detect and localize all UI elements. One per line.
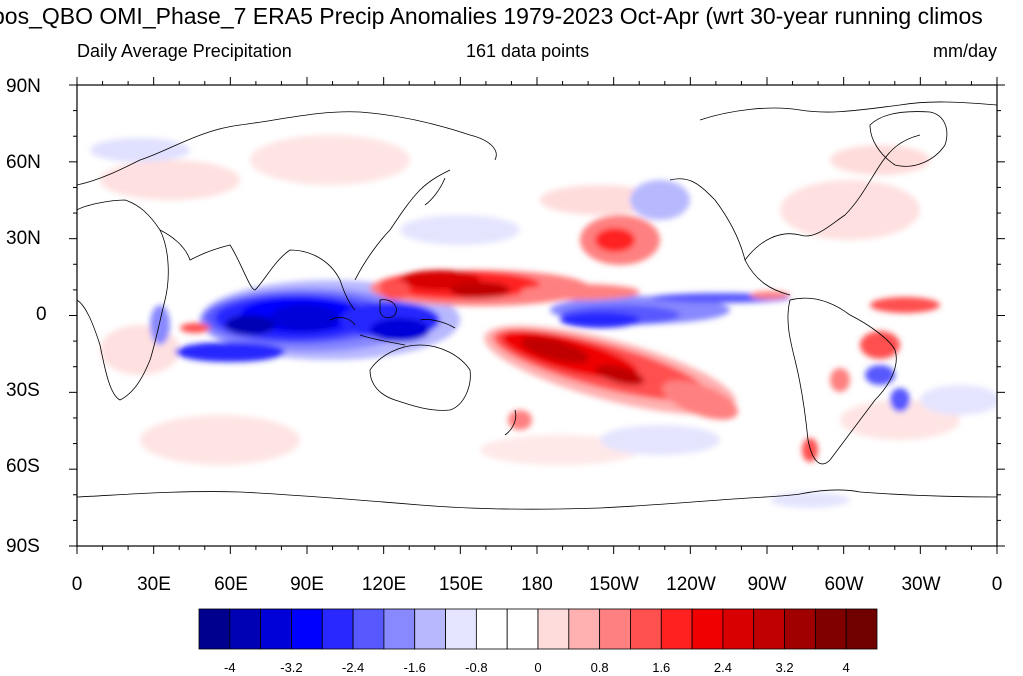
figure-title: bos_QBO OMI_Phase_7 ERA5 Precip Anomalie… [0,3,983,29]
colorbar-tick-label: 0 [534,660,542,675]
colorbar-swatch [198,608,231,650]
lat-label-60n: 60N [6,152,41,173]
colorbar-swatch [445,608,477,650]
colorbar-swatch [784,608,816,650]
colorbar-swatch [352,608,385,650]
colorbar-swatch [845,608,878,650]
colorbar-swatch [722,608,755,650]
colorbar-swatch [475,608,508,650]
lon-label-90w: 90W [747,574,787,595]
units-subtitle: mm/day [932,41,997,61]
lat-label-30n: 30N [6,228,41,249]
colorbar-swatch [291,608,323,650]
colorbar-tick-label: 2.4 [713,660,732,675]
colorbar-swatch [506,608,539,650]
colorbar-swatch [599,608,631,650]
colorbar-tick-label: 3.2 [775,660,794,675]
lon-label-120e: 120E [361,574,407,595]
colorbar-swatch [260,608,292,650]
lon-label-30e: 30E [137,574,171,595]
axis-ticks [69,77,1005,554]
lon-label-90e: 90E [290,574,324,595]
colorbar-tick-label: 0.8 [590,660,609,675]
colorbar-tick-label: 1.6 [652,660,671,675]
lat-label-30s: 30S [6,380,40,401]
colorbar-tick-label: 4 [842,660,850,675]
lon-label-0-east: 0 [991,574,1003,595]
lon-label-150e: 150E [438,574,484,595]
colorbar [198,608,878,650]
colorbar-tick-label: -4 [224,660,236,675]
colorbar-swatch [383,608,416,650]
lat-label-90n: 90N [6,76,41,97]
lat-label-60s: 60S [6,456,40,477]
data-points-subtitle: 161 data points [466,41,590,61]
lon-label-150w: 150W [589,574,639,595]
colorbar-swatch [630,608,662,650]
lat-label-90s: 90S [6,536,40,557]
colorbar-swatch [753,608,785,650]
lon-label-180: 180 [521,574,553,595]
colorbar-swatch [691,608,724,650]
colorbar-swatch [814,608,847,650]
coastlines [77,101,997,510]
lon-label-60e: 60E [214,574,248,595]
lat-label-eq: 0 [36,304,47,325]
lon-label-30w: 30W [901,574,941,595]
colorbar-swatch [229,608,262,650]
colorbar-swatch [568,608,601,650]
colorbar-tick-label: -1.6 [403,660,426,675]
colorbar-tick-label: -2.4 [341,660,365,675]
lon-label-120w: 120W [666,574,716,595]
precip-anomaly-field [90,135,997,508]
colorbar-tick-label: -0.8 [465,660,488,675]
variable-subtitle: Daily Average Precipitation [77,41,292,61]
colorbar-swatch [321,608,354,650]
lon-label-0-west: 0 [71,574,83,595]
colorbar-tick-label: -3.2 [280,660,303,675]
lon-label-60w: 60W [824,574,864,595]
colorbar-swatch [537,608,570,650]
colorbar-swatch [414,608,446,650]
colorbar-swatch [660,608,693,650]
